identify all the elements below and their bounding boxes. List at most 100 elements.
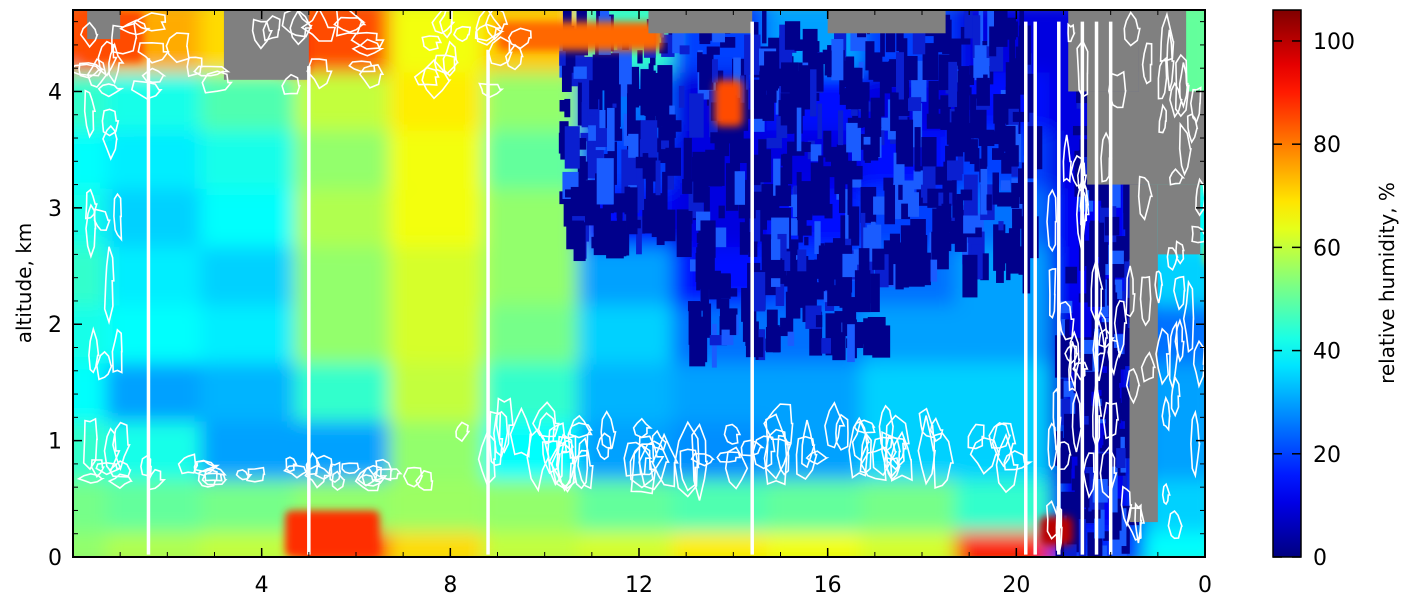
dry-cell <box>969 65 975 85</box>
cloud-contour <box>402 466 424 488</box>
cloud-contour <box>79 21 99 49</box>
dry-cell <box>784 251 791 272</box>
cloud-contour <box>723 423 742 445</box>
dry-cell <box>1090 405 1097 451</box>
missing-region <box>827 10 946 34</box>
dry-cell <box>1005 62 1017 94</box>
dry-cell <box>784 21 801 50</box>
cloud-contour <box>97 40 118 77</box>
dry-cell <box>831 39 844 81</box>
dry-cell <box>893 183 902 220</box>
cloud-contour <box>201 472 228 486</box>
cloud-contour <box>108 42 125 85</box>
y-tick-label: 2 <box>48 313 62 338</box>
cloud-contour <box>140 455 152 477</box>
dry-cell <box>958 66 970 96</box>
colorbar-tick-label: 80 <box>1313 133 1341 158</box>
cloud-contour <box>1046 188 1058 253</box>
dry-cell <box>1109 466 1118 513</box>
dry-cell <box>798 212 803 243</box>
cloud-contour <box>651 432 679 488</box>
dry-cell <box>998 221 1004 231</box>
dry-cell <box>566 220 584 250</box>
dry-cell <box>738 138 753 163</box>
dry-cell <box>664 120 682 132</box>
cloud-contour <box>477 430 496 487</box>
cloud-contour <box>1123 10 1141 47</box>
cloud-contour <box>1125 265 1136 318</box>
dry-cell <box>922 43 939 80</box>
dry-cell <box>1119 508 1127 547</box>
dry-cell <box>834 162 842 195</box>
dry-cell <box>692 151 710 175</box>
cloud-contour <box>765 413 792 480</box>
cloud-contour <box>95 350 113 381</box>
cloud-contour <box>801 419 816 469</box>
cloud-contour <box>933 432 954 490</box>
x-tick-label: 20 <box>1002 573 1030 596</box>
cloud-contour <box>1190 409 1201 479</box>
cloud-contour <box>197 468 218 488</box>
dry-cell <box>980 253 989 281</box>
cloud-contour <box>1178 121 1192 177</box>
cloud-contour <box>165 32 190 64</box>
dry-cell <box>902 255 909 288</box>
dry-cell <box>847 179 853 215</box>
colorbar-tick-label: 100 <box>1313 30 1355 55</box>
cloud-contour <box>357 474 378 487</box>
cloud-contour <box>177 453 199 475</box>
dry-cell <box>665 172 674 190</box>
dry-cell <box>900 38 908 71</box>
cloud-contour <box>137 41 170 64</box>
cloud-contour <box>82 417 98 471</box>
cloud-contour <box>1048 268 1057 320</box>
cloud-contour <box>341 462 361 475</box>
cloud-contour <box>1094 310 1108 359</box>
dry-cell <box>842 253 858 278</box>
missing-region <box>1068 10 1139 92</box>
cloud-contour <box>1178 62 1189 109</box>
dry-cell <box>912 103 923 148</box>
cloud-contour <box>361 464 388 487</box>
dry-cell <box>1073 352 1082 392</box>
cloud-contour <box>103 427 121 473</box>
dry-cell <box>627 66 640 108</box>
cloud-contour <box>93 208 111 232</box>
dry-cell <box>596 158 614 205</box>
dry-cell <box>636 217 642 255</box>
cloud-contour <box>107 473 133 490</box>
dry-cell <box>907 267 925 287</box>
dry-cell <box>762 10 767 44</box>
cloud-contour <box>509 406 533 458</box>
dry-cell <box>845 196 851 242</box>
dry-cell <box>960 189 973 201</box>
cloud-contour <box>1071 390 1083 453</box>
cloud-contour <box>251 18 273 50</box>
cloud-contour <box>201 70 233 94</box>
dry-cell <box>1074 150 1086 197</box>
dry-cell <box>721 329 734 346</box>
cloud-contour <box>1192 339 1205 389</box>
dry-cell <box>812 282 825 300</box>
dry-cell <box>899 199 911 220</box>
cloud-contour <box>638 440 670 491</box>
dry-cell <box>898 184 903 200</box>
dry-cell <box>946 19 952 40</box>
dry-cell <box>976 96 987 139</box>
cloud-contour <box>567 414 593 459</box>
cloud-contour <box>492 410 509 458</box>
dry-cell <box>584 180 601 226</box>
dry-cell <box>610 220 627 257</box>
cloud-contour <box>1076 160 1088 193</box>
dry-cell <box>766 137 782 149</box>
dry-cell <box>822 263 831 282</box>
dry-cell <box>635 156 649 169</box>
dry-cell <box>573 66 587 79</box>
dry-cell <box>952 180 957 205</box>
cloud-contour <box>918 407 935 439</box>
dry-cell <box>883 177 894 191</box>
cloud-contour <box>1175 240 1185 265</box>
cloud-contour <box>1098 328 1115 349</box>
dry-cell <box>788 194 801 208</box>
